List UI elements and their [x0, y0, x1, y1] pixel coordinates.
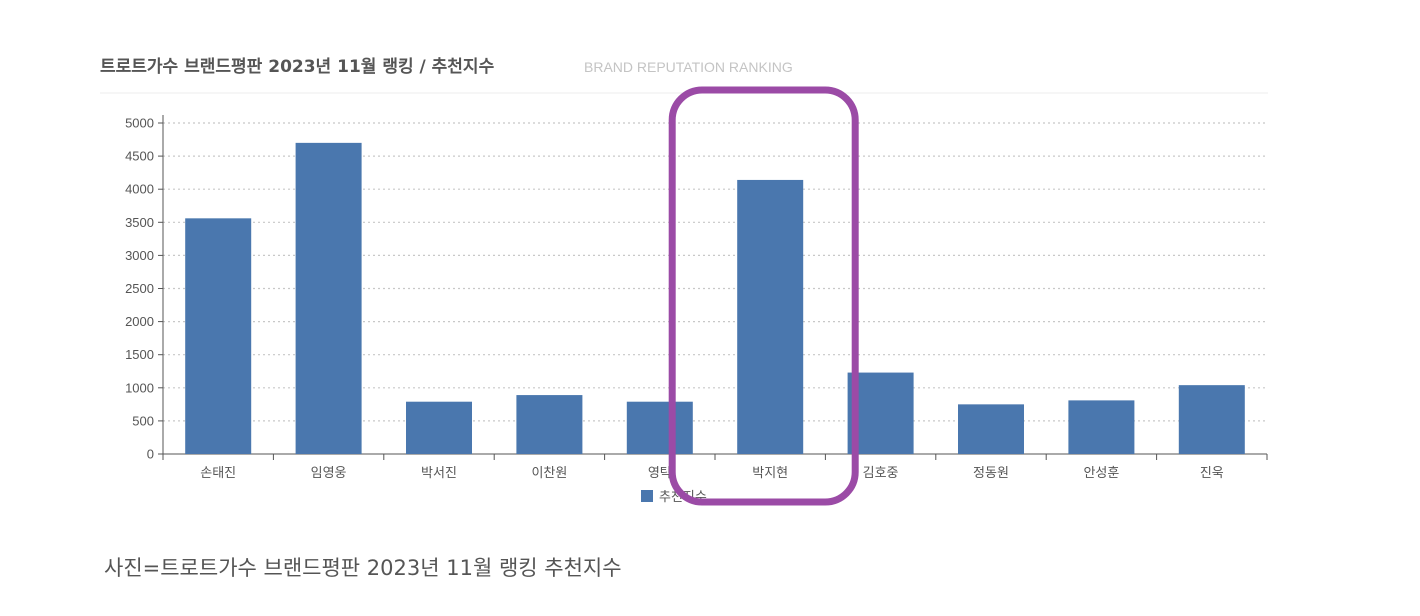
legend-swatch: [641, 490, 653, 502]
bar: [737, 179, 804, 454]
x-tick-label: 진욱: [1200, 466, 1224, 481]
y-tick-label: 5000: [125, 116, 154, 131]
bar: [1178, 385, 1245, 454]
highlight-box: [668, 86, 859, 506]
x-tick-label: 정동원: [973, 466, 1009, 481]
y-tick-label: 3500: [125, 215, 154, 230]
y-tick-label: 2500: [125, 281, 154, 296]
x-tick-label: 박지현: [752, 466, 788, 481]
category-labels: 손태진 임영웅 박서진 이찬원 영탁 박지현 김호중 정동원 안성훈 진욱: [200, 466, 1224, 481]
y-tick-label: 1000: [125, 380, 154, 395]
x-tick-label: 김호중: [863, 466, 899, 481]
highlight-annotation: [668, 86, 859, 506]
bar: [516, 395, 583, 454]
chart-title: 트로트가수 브랜드평판 2023년 11월 랭킹 / 추천지수: [100, 57, 495, 77]
bar: [406, 401, 472, 454]
y-tick-label: 1500: [125, 347, 154, 362]
bar: [295, 142, 362, 455]
y-tick-label: 0: [147, 447, 154, 462]
y-tick-label: 4500: [125, 149, 154, 164]
y-tick-label: 3000: [125, 248, 154, 263]
x-tick-label: 임영웅: [311, 466, 347, 481]
x-tick-label: 박서진: [421, 466, 457, 481]
x-tick-label: 이찬원: [531, 466, 567, 481]
y-tick-label: 4000: [125, 182, 154, 197]
y-tick-label: 500: [132, 413, 154, 428]
x-tick-label: 영탁: [648, 466, 672, 481]
bar: [626, 401, 693, 454]
axes: 0 500 1000 1500 2000 2500 3000 3500 4000 4500 5000: [125, 115, 1268, 462]
image-caption: 사진=트로트가수 브랜드평판 2023년 11월 랭킹 추천지수: [104, 556, 622, 580]
bar: [958, 404, 1024, 454]
grid: [163, 122, 1267, 422]
chart-subtitle: BRAND REPUTATION RANKING: [584, 59, 793, 75]
bar: [185, 218, 252, 454]
x-tick-label: 안성훈: [1083, 466, 1119, 481]
x-tick-label: 손태진: [200, 466, 236, 481]
bar: [1068, 400, 1135, 454]
y-tick-label: 2000: [125, 314, 154, 329]
bars: [185, 142, 1245, 455]
